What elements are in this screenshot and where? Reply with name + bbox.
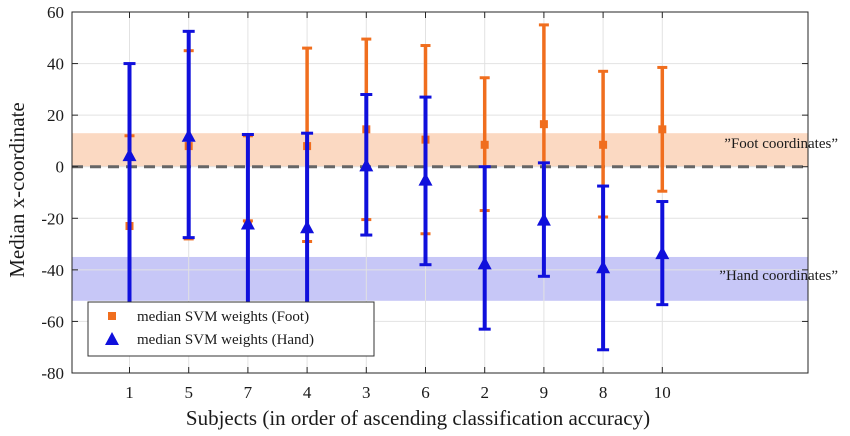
- legend: median SVM weights (Foot) median SVM wei…: [87, 301, 375, 357]
- hand-point: [596, 260, 611, 274]
- x-tick-label: 10: [654, 383, 671, 402]
- y-tick-label: 60: [47, 3, 64, 22]
- plot-frame: [71, 11, 809, 374]
- x-tick-label: 9: [540, 383, 549, 402]
- foot-point: [480, 140, 489, 149]
- hand-point: [418, 172, 433, 186]
- y-axis-label: Median x-coordinate: [5, 102, 29, 278]
- y-tick-label: 0: [56, 158, 65, 177]
- x-tick-label: 1: [125, 383, 134, 402]
- foot-coordinates-band: [72, 133, 808, 167]
- y-tick-label: -20: [41, 209, 64, 228]
- hand-band-label: ”Hand coordinates”: [719, 268, 838, 284]
- x-axis-label: Subjects (in order of ascending classifi…: [186, 406, 650, 430]
- x-tick-label: 4: [303, 383, 312, 402]
- legend-foot-label: median SVM weights (Foot): [137, 309, 309, 325]
- y-tick-label: 20: [47, 106, 64, 125]
- hand-point: [122, 148, 137, 162]
- foot-point: [599, 140, 608, 149]
- y-tick-label: -80: [41, 364, 64, 383]
- legend-hand-marker: [105, 332, 119, 345]
- legend-hand-label: median SVM weights (Hand): [137, 332, 314, 348]
- legend-box: [87, 301, 375, 357]
- x-tick-label: 5: [184, 383, 193, 402]
- foot-point: [658, 125, 667, 134]
- hand-point: [477, 256, 492, 270]
- foot-point: [539, 120, 548, 129]
- y-tick-label: 40: [47, 55, 64, 74]
- x-tick-label: 3: [362, 383, 371, 402]
- hand-point: [300, 220, 315, 234]
- hand-point: [655, 246, 670, 260]
- hand-coordinates-band: [72, 256, 808, 301]
- hand-point: [359, 158, 374, 172]
- x-tick-label: 2: [480, 383, 489, 402]
- hand-point: [240, 216, 255, 230]
- y-tick-label: -60: [41, 312, 64, 331]
- hand-point: [536, 212, 551, 226]
- legend-foot-marker: [108, 312, 116, 320]
- hand-point: [181, 128, 196, 142]
- x-tick-label: 7: [244, 383, 253, 402]
- y-tick-label: -40: [41, 261, 64, 280]
- foot-band-label: ”Foot coordinates”: [724, 136, 838, 152]
- x-tick-label: 8: [599, 383, 608, 402]
- x-tick-label: 6: [421, 383, 430, 402]
